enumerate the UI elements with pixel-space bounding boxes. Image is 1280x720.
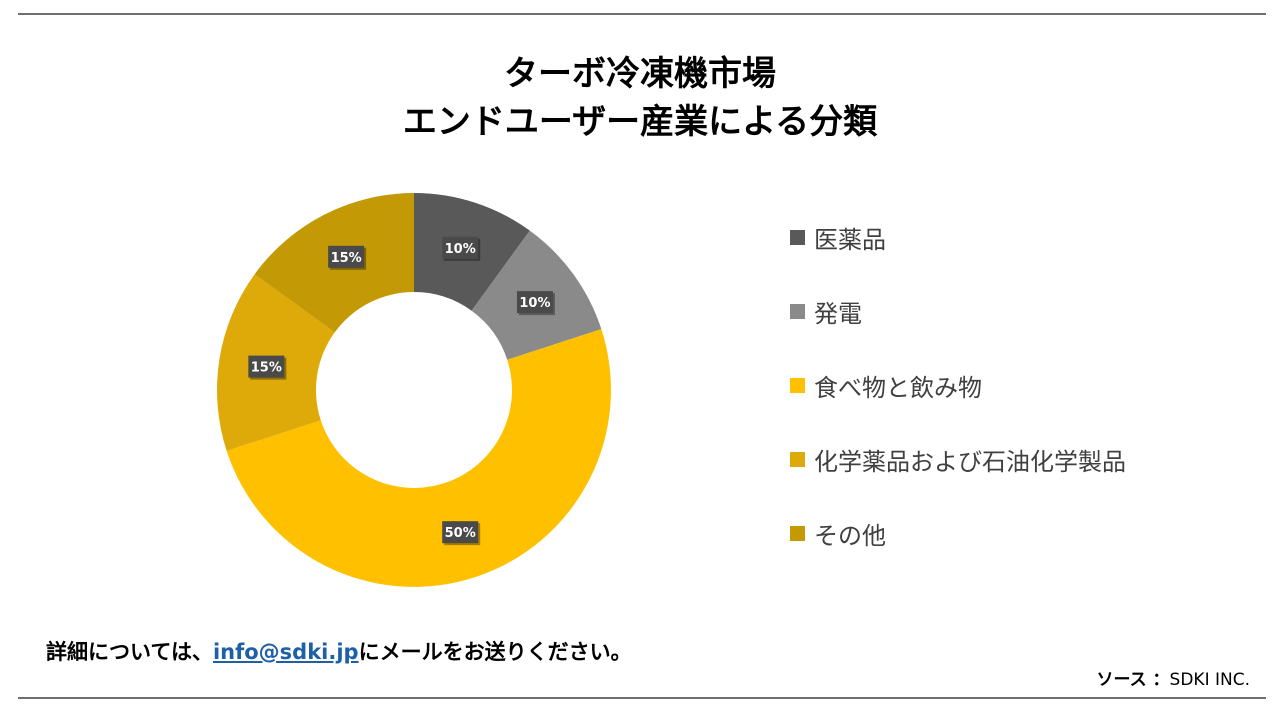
contact-note-suffix: にメールをお送りください。 — [358, 640, 632, 664]
contact-note: 詳細については、info@sdki.jpにメールをお送りください。 — [46, 636, 632, 666]
legend-item-2: 食べ物と飲み物 — [790, 365, 982, 405]
svg-text:50%: 50% — [445, 526, 476, 541]
chart-title-line-1: ターボ冷凍機市場 — [504, 54, 776, 94]
legend-label: その他 — [814, 521, 886, 550]
legend-swatch — [790, 525, 805, 541]
legend-item-0: 医薬品 — [790, 217, 886, 257]
legend-label: 化学薬品および石油化学製品 — [814, 447, 1126, 476]
svg-text:15%: 15% — [251, 361, 282, 376]
slice-2 — [226, 329, 611, 587]
top-divider — [18, 13, 1266, 15]
source-value: SDKI INC. — [1169, 670, 1250, 690]
contact-email-link[interactable]: info@sdki.jp — [212, 640, 359, 664]
legend-item-1: 発電 — [790, 291, 862, 331]
legend-label: 食べ物と飲み物 — [814, 373, 982, 402]
slice-label-3: 15% — [248, 355, 287, 380]
legend-label: 医薬品 — [814, 225, 886, 254]
svg-text:10%: 10% — [519, 296, 550, 311]
legend-label: 発電 — [814, 299, 862, 328]
slice-label-2: 50% — [442, 521, 481, 546]
legend-swatch — [790, 303, 805, 319]
slice-label-1: 10% — [516, 291, 555, 316]
slice-label-0: 10% — [442, 236, 481, 261]
chart-title: ターボ冷凍機市場 エンドユーザー産業による分類 — [0, 50, 1280, 146]
legend-item-4: その他 — [790, 513, 886, 553]
slice-label-4: 15% — [328, 245, 367, 270]
legend-item-3: 化学薬品および石油化学製品 — [790, 439, 1126, 479]
legend-swatch — [790, 229, 805, 245]
source-label: ソース ： — [1096, 670, 1170, 690]
contact-note-prefix: 詳細については、 — [46, 640, 213, 664]
legend-swatch — [790, 451, 805, 467]
svg-text:15%: 15% — [331, 251, 362, 266]
svg-text:10%: 10% — [445, 242, 476, 257]
legend-swatch — [790, 377, 805, 393]
chart-title-line-2: エンドユーザー産業による分類 — [402, 102, 878, 142]
bottom-divider — [18, 697, 1266, 699]
source-credit: ソース ：SDKI INC. — [1096, 665, 1250, 690]
